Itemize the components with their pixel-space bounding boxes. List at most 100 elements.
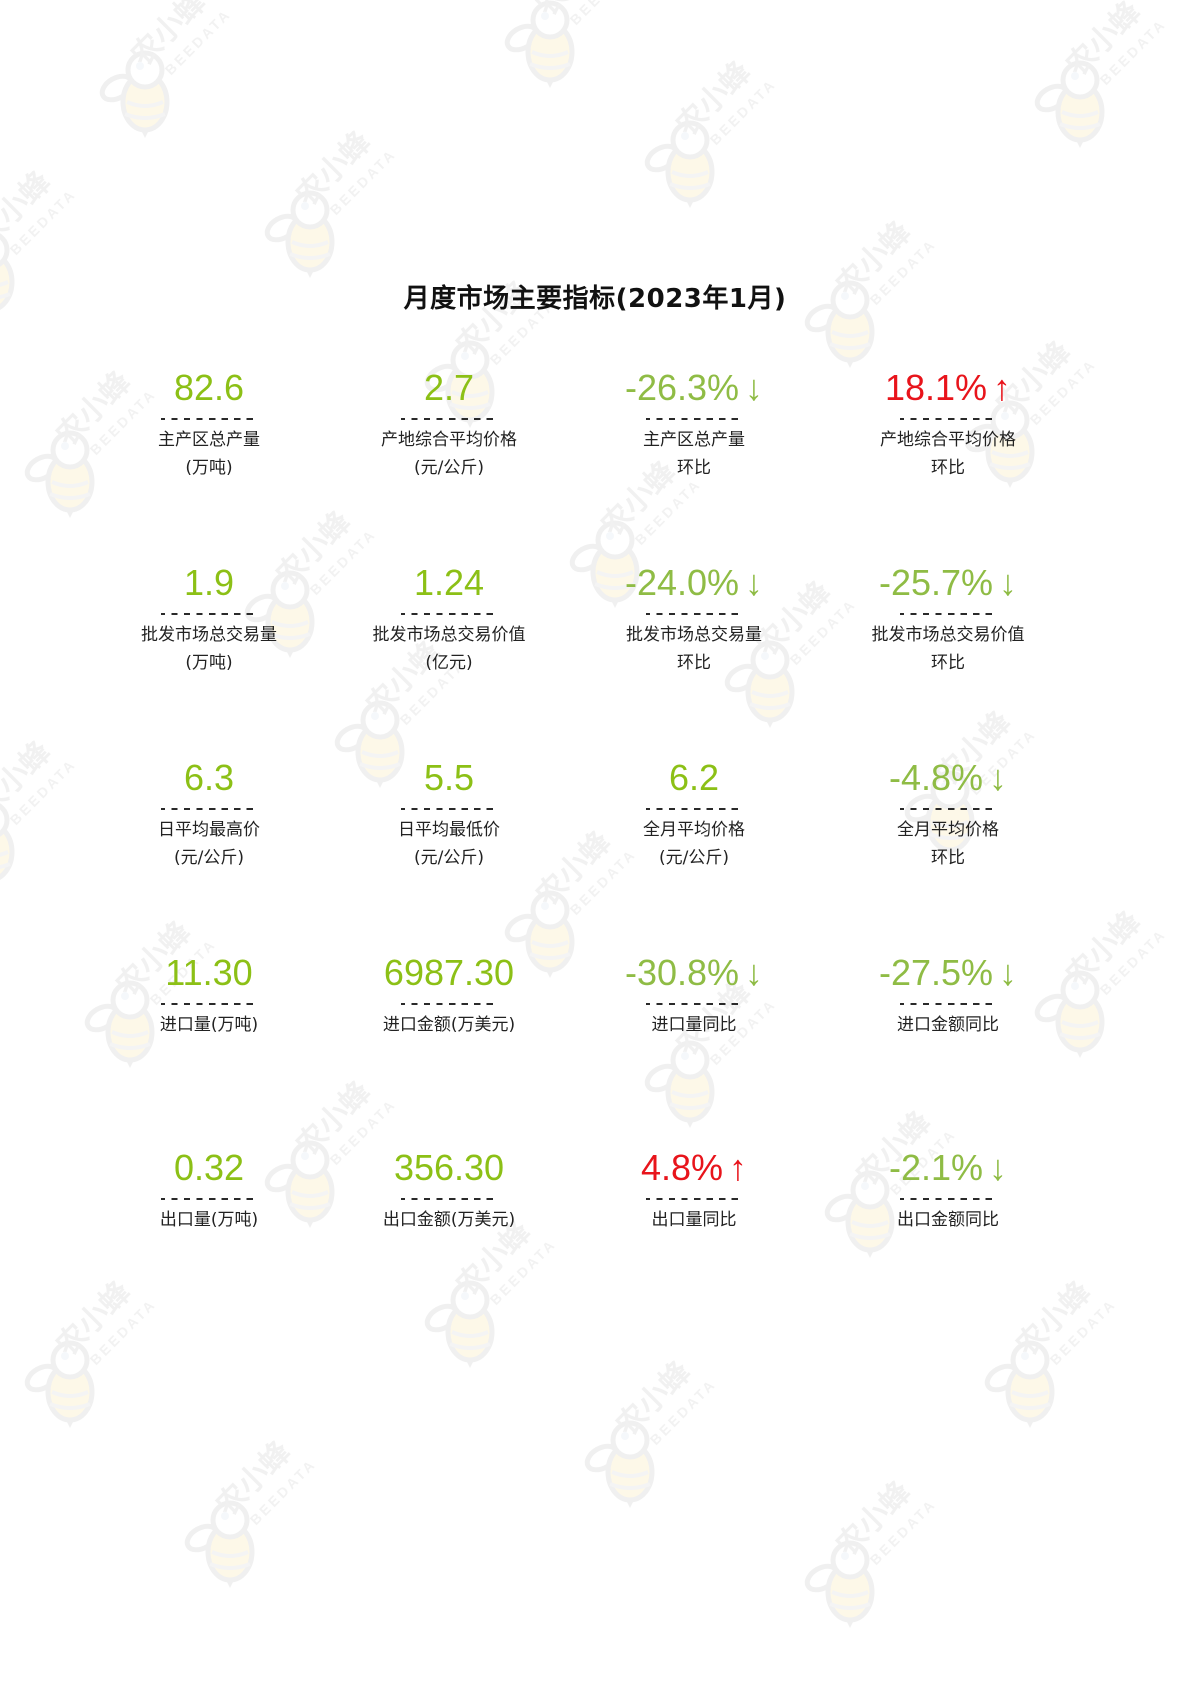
dashed-separator xyxy=(161,808,257,810)
indicator-sublabel: (元/公斤) xyxy=(414,848,484,868)
watermark: 农小蜂 BEEDATA xyxy=(1030,0,1190,150)
dashed-separator xyxy=(401,1198,497,1200)
dashed-separator xyxy=(646,1198,742,1200)
indicator-number: -4.8% xyxy=(888,757,984,798)
indicator-number: -27.5% xyxy=(878,952,994,993)
bee-logo-icon xyxy=(804,1540,875,1628)
watermark-text: 农小蜂 xyxy=(209,1434,298,1524)
dashed-separator xyxy=(646,418,742,420)
watermark: 农小蜂 BEEDATA xyxy=(95,0,265,140)
dashed-separator xyxy=(161,1198,257,1200)
bee-logo-icon xyxy=(24,1340,95,1428)
arrow-down-icon: ↓ xyxy=(989,757,1008,798)
indicator-value: 18.1% ↑ xyxy=(818,366,1078,410)
indicator-card: -2.1% ↓ 出口金额同比 xyxy=(818,1146,1078,1234)
watermark: 农小蜂 BEEDATA xyxy=(640,55,810,210)
watermark-subtext: BEEDATA xyxy=(646,1375,720,1448)
indicator-number: 2.7 xyxy=(423,367,475,408)
arrow-up-icon: ↑ xyxy=(993,367,1012,408)
indicator-value: 6.2 xyxy=(564,756,824,800)
indicator-sublabel: 环比 xyxy=(931,458,965,478)
indicator-number: -24.0% xyxy=(624,562,740,603)
watermark-subtext: BEEDATA xyxy=(1096,15,1170,89)
watermark-subtext: BEEDATA xyxy=(567,0,640,28)
dashed-separator xyxy=(401,613,497,615)
arrow-down-icon: ↓ xyxy=(999,562,1018,603)
indicator-number: 4.8% xyxy=(640,1147,724,1188)
indicator-card: -27.5% ↓ 进口金额同比 xyxy=(818,951,1078,1039)
indicator-sublabel: (万吨) xyxy=(185,653,233,673)
dashed-separator xyxy=(646,1003,742,1005)
indicator-value: 2.7 xyxy=(319,366,579,410)
watermark-subtext: BEEDATA xyxy=(1046,1295,1120,1368)
indicator-sublabel: (元/公斤) xyxy=(659,848,729,868)
indicator-card: 1.24 批发市场总交易价值 (亿元) xyxy=(319,561,579,677)
arrow-down-icon: ↓ xyxy=(745,367,764,408)
watermark-text: 农小蜂 xyxy=(669,54,758,144)
dashed-separator xyxy=(646,613,742,615)
dashed-separator xyxy=(161,418,257,420)
indicator-value: 5.5 xyxy=(319,756,579,800)
watermark-subtext: BEEDATA xyxy=(866,1495,940,1568)
indicator-row: 82.6 主产区总产量 (万吨) 2.7 产地综合平均价格 (元/公斤) -26… xyxy=(0,366,1190,516)
indicator-label: 批发市场总交易价值 xyxy=(871,625,1025,645)
indicator-label: 日平均最低价 xyxy=(398,820,500,840)
indicator-label: 出口量同比 xyxy=(651,1210,737,1230)
watermark-subtext: BEEDATA xyxy=(326,145,400,218)
indicator-number: 6.3 xyxy=(183,757,235,798)
indicator-card: 6987.30 进口金额(万美元) xyxy=(319,951,579,1039)
indicator-label: 批发市场总交易量 xyxy=(141,625,277,645)
indicator-number: -2.1% xyxy=(888,1147,984,1188)
bee-logo-icon xyxy=(584,1420,655,1508)
watermark-subtext: BEEDATA xyxy=(161,5,235,79)
bee-logo-icon xyxy=(264,190,335,278)
indicator-row: 1.9 批发市场总交易量 (万吨) 1.24 批发市场总交易价值 (亿元) -2… xyxy=(0,561,1190,711)
indicator-value: -25.7% ↓ xyxy=(818,561,1078,605)
watermark: 农小蜂 BEEDATA xyxy=(20,1275,190,1430)
watermark: 农小蜂 BEEDATA xyxy=(980,1275,1150,1430)
indicator-sublabel: (元/公斤) xyxy=(414,458,484,478)
watermark-text: 农小蜂 xyxy=(1059,0,1148,84)
indicator-value: 1.9 xyxy=(79,561,339,605)
indicator-card: -4.8% ↓ 全月平均价格 环比 xyxy=(818,756,1078,872)
dashed-separator xyxy=(900,418,996,420)
indicator-label: 进口金额同比 xyxy=(897,1015,999,1035)
indicator-label: 日平均最高价 xyxy=(158,820,260,840)
watermark-subtext: BEEDATA xyxy=(86,1295,160,1368)
indicator-card: -24.0% ↓ 批发市场总交易量 环比 xyxy=(564,561,824,677)
indicator-card: 11.30 进口量(万吨) xyxy=(79,951,339,1039)
indicator-label: 进口量同比 xyxy=(651,1015,737,1035)
indicator-label: 进口金额(万美元) xyxy=(382,1015,516,1035)
indicator-number: 0.32 xyxy=(173,1147,245,1188)
indicator-value: -30.8% ↓ xyxy=(564,951,824,995)
indicator-label: 主产区总产量 xyxy=(643,430,745,450)
watermark-subtext: BEEDATA xyxy=(246,1455,320,1528)
indicator-row: 0.32 出口量(万吨) 356.30 出口金额(万美元) 4.8% ↑ 出口量同… xyxy=(0,1146,1190,1296)
bee-logo-icon xyxy=(1034,60,1105,148)
indicator-card: -30.8% ↓ 进口量同比 xyxy=(564,951,824,1039)
dashed-separator xyxy=(900,613,996,615)
indicator-label: 产地综合平均价格 xyxy=(381,430,517,450)
watermark: 农小蜂 BEEDATA xyxy=(580,1355,750,1510)
indicator-label: 出口金额(万美元) xyxy=(382,1210,516,1230)
indicator-value: 0.32 xyxy=(79,1146,339,1190)
watermark-text: 农小蜂 xyxy=(609,1354,698,1444)
indicator-card: 356.30 出口金额(万美元) xyxy=(319,1146,579,1234)
indicator-card: 2.7 产地综合平均价格 (元/公斤) xyxy=(319,366,579,482)
indicator-sublabel: 环比 xyxy=(931,848,965,868)
indicator-sublabel: (元/公斤) xyxy=(174,848,244,868)
indicator-number: 1.24 xyxy=(413,562,485,603)
bee-logo-icon xyxy=(644,120,715,208)
watermark-text: 农小蜂 xyxy=(524,0,619,24)
indicator-card: 18.1% ↑ 产地综合平均价格 环比 xyxy=(818,366,1078,482)
watermark-text: 农小蜂 xyxy=(0,164,58,254)
indicator-number: 5.5 xyxy=(423,757,475,798)
indicator-label: 全月平均价格 xyxy=(897,820,999,840)
arrow-down-icon: ↓ xyxy=(999,952,1018,993)
arrow-down-icon: ↓ xyxy=(745,562,764,603)
indicator-number: 11.30 xyxy=(165,952,253,993)
arrow-down-icon: ↓ xyxy=(989,1147,1008,1188)
bee-logo-icon xyxy=(984,1340,1055,1428)
indicator-value: 11.30 xyxy=(79,951,339,995)
dashed-separator xyxy=(900,1003,996,1005)
